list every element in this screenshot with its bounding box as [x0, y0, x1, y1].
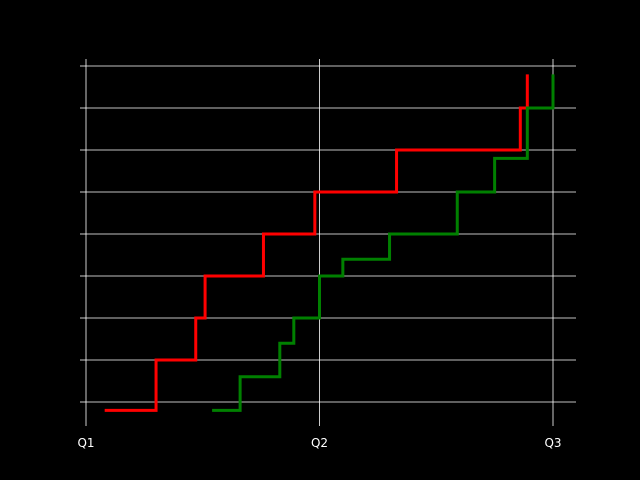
x-tick-labels: Q1 Q2 Q3: [77, 436, 561, 450]
series-line-0: [104, 74, 529, 412]
series-line-1: [212, 74, 555, 412]
y-tick-marks: [80, 65, 86, 403]
x-tick-label-0: Q1: [77, 436, 94, 450]
x-tick-label-2: Q3: [544, 436, 561, 450]
x-tick-label-1: Q2: [311, 436, 328, 450]
series-group: [104, 74, 555, 412]
